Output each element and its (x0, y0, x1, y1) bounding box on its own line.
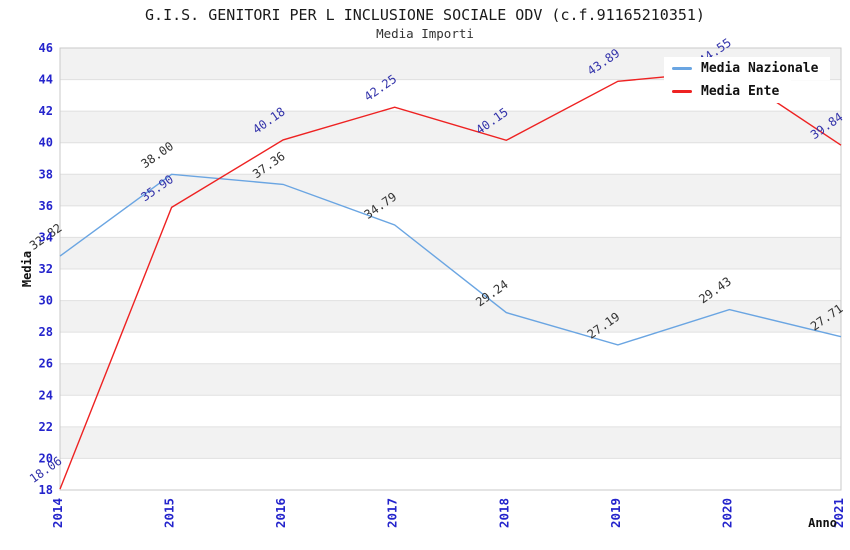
y-tick-label: 22 (39, 420, 53, 434)
y-tick-label: 44 (39, 73, 53, 87)
legend-item-media-nazionale[interactable]: Media Nazionale (664, 57, 831, 80)
legend-item-media-ente[interactable]: Media Ente (664, 80, 792, 103)
legend: Media Nazionale Media Ente (664, 57, 831, 103)
line-swatch-icon (672, 67, 692, 70)
x-tick-label: 2017 (385, 498, 400, 528)
y-tick-label: 40 (39, 136, 53, 150)
y-tick-label: 42 (39, 104, 53, 118)
plot-band (60, 237, 841, 269)
y-tick-label: 28 (39, 325, 53, 339)
x-tick-label: 2019 (608, 498, 623, 528)
y-axis-title: Media (20, 250, 34, 288)
x-axis-title: Anno (808, 516, 837, 530)
y-tick-label: 26 (39, 357, 53, 371)
y-tick-label: 34 (39, 230, 53, 244)
y-tick-label: 36 (39, 199, 53, 213)
series-line-media-nazionale (59, 173, 842, 346)
y-tick-label: 38 (39, 167, 53, 181)
y-tick-label: 30 (39, 294, 53, 308)
data-label-media-nazionale: 38.00 (138, 139, 176, 171)
x-tick-label: 2014 (50, 498, 65, 528)
y-tick-label: 24 (39, 388, 53, 402)
legend-label: Media Ente (701, 84, 780, 99)
x-tick-label: 2016 (273, 498, 288, 528)
plot-band (60, 300, 841, 333)
plot-border (59, 47, 842, 491)
y-tick-label: 20 (39, 451, 53, 465)
y-tick-label: 18 (39, 483, 53, 497)
line-swatch-icon (672, 90, 692, 93)
y-tick-label: 46 (39, 41, 53, 55)
plot-band (60, 174, 841, 206)
y-tick-label: 32 (39, 262, 53, 276)
x-tick-label: 2015 (162, 498, 177, 528)
x-tick-label: 2021 (831, 498, 846, 528)
x-tick-label: 2018 (496, 498, 511, 528)
x-tick-label: 2020 (719, 498, 734, 528)
legend-label: Media Nazionale (701, 61, 819, 76)
plot-band (60, 363, 841, 396)
plot-band (60, 426, 841, 459)
chart-title: G.I.S. GENITORI PER L INCLUSIONE SOCIALE… (145, 6, 705, 24)
plot-band (60, 111, 841, 143)
chart-subtitle: Media Importi (376, 26, 474, 41)
